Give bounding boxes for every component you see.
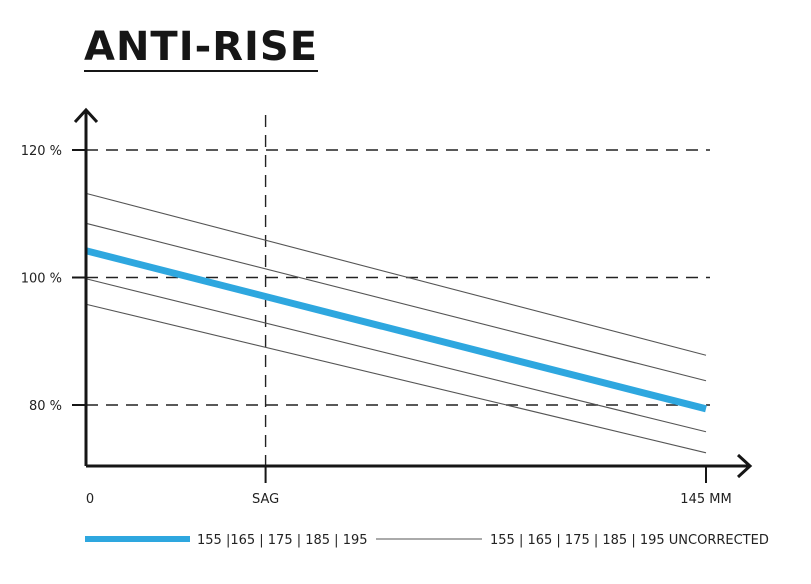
y-tick-label-2: 120 % bbox=[21, 144, 62, 159]
tick-labels: 80 % 100 % 120 % 0 SAG 145 MM bbox=[21, 144, 732, 507]
y-axis-arrow bbox=[73, 107, 99, 124]
series-line-1 bbox=[85, 192, 707, 356]
x-tick-label-0: 0 bbox=[86, 492, 94, 507]
series-lines bbox=[85, 192, 707, 454]
x-tick-label-1: SAG bbox=[252, 492, 279, 507]
series-line-2 bbox=[85, 222, 707, 382]
grid-lines bbox=[86, 115, 710, 466]
y-tick-label-0: 80 % bbox=[29, 399, 62, 414]
series-line-3 bbox=[85, 278, 707, 433]
x-tick-label-2: 145 MM bbox=[680, 492, 731, 507]
axes bbox=[72, 107, 753, 483]
chart-title: ANTI-RISE bbox=[84, 24, 319, 72]
series-line-0 bbox=[85, 247, 707, 413]
legend-label-0: 155 |165 | 175 | 185 | 195 bbox=[197, 533, 368, 548]
series-line-4 bbox=[85, 303, 707, 454]
y-tick-label-1: 100 % bbox=[21, 272, 62, 287]
legend: 155 |165 | 175 | 185 | 195 155 | 165 | 17… bbox=[85, 533, 769, 548]
x-axis-arrow bbox=[736, 453, 753, 479]
legend-label-1: 155 | 165 | 175 | 185 | 195 UNCORRECTED bbox=[490, 533, 769, 548]
